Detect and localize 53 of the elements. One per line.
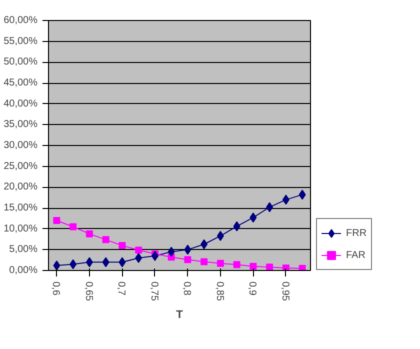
legend-label: FAR <box>346 250 366 260</box>
x-tick-label: 0,65 <box>82 282 94 302</box>
y-tick-label: 50,00% <box>4 56 38 68</box>
y-tick-label: 15,00% <box>4 202 38 214</box>
point <box>86 230 93 238</box>
y-tick-label: 55,00% <box>4 36 38 47</box>
point <box>118 242 126 249</box>
y-tick-label: 25,00% <box>4 160 38 172</box>
point <box>53 217 60 224</box>
x-tick-label: 0,6 <box>50 282 62 296</box>
point <box>250 262 257 270</box>
point <box>233 261 240 268</box>
x-tick-label: 0,8 <box>181 282 192 296</box>
y-tick-label: 5,00% <box>9 244 38 256</box>
point <box>200 258 208 266</box>
point <box>135 253 142 263</box>
y-tick-label: 40,00% <box>4 98 38 110</box>
x-tick-label: 0,85 <box>214 282 225 302</box>
point <box>200 239 208 250</box>
point <box>168 246 175 257</box>
point <box>298 190 306 200</box>
point <box>282 194 290 205</box>
point <box>298 264 306 270</box>
point <box>184 256 192 264</box>
point <box>70 259 77 270</box>
point <box>70 223 77 230</box>
point <box>86 257 93 268</box>
y-tick-label: 30,00% <box>4 140 38 151</box>
x-tick-label: 0,7 <box>116 282 127 296</box>
y-tick-label: 60,00% <box>4 15 38 26</box>
legend-label: FRR <box>346 228 367 238</box>
y-tick-label: 10,00% <box>4 223 38 234</box>
point <box>233 221 240 232</box>
point <box>216 260 224 267</box>
point <box>266 264 274 270</box>
x-tick-label: 0,75 <box>148 282 160 302</box>
point <box>250 212 257 223</box>
point <box>53 260 60 270</box>
y-tick-label: 20,00% <box>4 182 38 193</box>
point <box>102 257 110 268</box>
y-tick-label: 35,00% <box>4 119 38 130</box>
x-tick-label: 0,95 <box>279 282 290 302</box>
point <box>266 202 274 212</box>
y-tick-label: 45,00% <box>4 78 38 88</box>
y-tick-label: 0,00% <box>9 265 38 276</box>
point <box>151 250 158 261</box>
point <box>135 246 142 254</box>
point <box>216 230 224 241</box>
x-axis-title: T <box>176 308 184 321</box>
point <box>184 244 192 255</box>
point <box>102 236 110 244</box>
x-tick-label: 0,9 <box>246 282 258 296</box>
point <box>118 257 126 268</box>
